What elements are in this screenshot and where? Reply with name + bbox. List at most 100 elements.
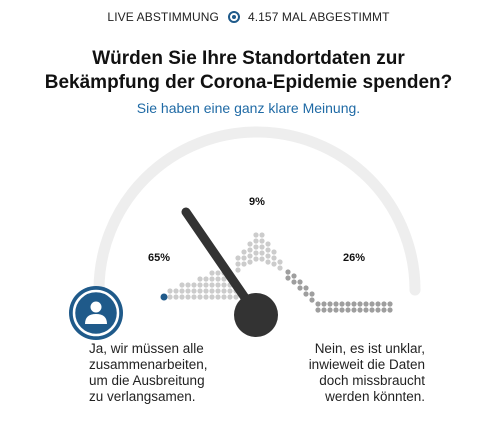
- vote-dot: [259, 250, 265, 256]
- vote-dot: [259, 256, 265, 262]
- selected-answer-dot: [160, 293, 168, 301]
- option-no-percent: 26%: [343, 252, 365, 264]
- option-no-line: inwieweit die Daten: [308, 357, 425, 372]
- vote-dot: [357, 301, 363, 307]
- gauge-needle: [181, 207, 257, 313]
- vote-dot: [235, 255, 241, 261]
- vote-dots: [167, 232, 393, 313]
- vote-dot: [303, 285, 309, 291]
- vote-dot: [291, 273, 297, 279]
- option-no-line: werden könnten.: [325, 389, 425, 404]
- vote-dot: [221, 294, 227, 300]
- option-yes-percent: 65%: [148, 252, 170, 264]
- vote-dot: [277, 265, 283, 271]
- vote-dot: [227, 288, 233, 294]
- vote-dot: [321, 307, 327, 313]
- vote-dot: [303, 291, 309, 297]
- vote-dot: [185, 294, 191, 300]
- vote-dot: [215, 288, 221, 294]
- vote-dot: [235, 261, 241, 267]
- vote-dot: [203, 294, 209, 300]
- vote-dot: [197, 294, 203, 300]
- vote-dot: [215, 276, 221, 282]
- vote-dot: [259, 244, 265, 250]
- vote-dot: [351, 301, 357, 307]
- gauge-arc: [93, 126, 421, 296]
- option-no-text: Nein, es ist unklar, inwieweit die Daten…: [270, 341, 425, 405]
- vote-dot: [179, 288, 185, 294]
- vote-dot: [185, 282, 191, 288]
- vote-dot: [241, 249, 247, 255]
- vote-dot: [197, 282, 203, 288]
- user-icon: [85, 301, 107, 324]
- vote-dot: [221, 288, 227, 294]
- question-line-2: Bekämpfung der Corona-Epidemie spenden?: [44, 72, 453, 93]
- option-yes-line: zusammenarbeiten,: [89, 357, 208, 372]
- vote-dot: [209, 294, 215, 300]
- vote-dot: [363, 301, 369, 307]
- vote-dot: [247, 253, 253, 259]
- vote-dot: [191, 282, 197, 288]
- vote-dot: [315, 301, 321, 307]
- vote-dot: [173, 294, 179, 300]
- option-yes-text: Ja, wir müssen alle zusammenarbeiten, um…: [89, 341, 208, 405]
- vote-dot: [327, 301, 333, 307]
- vote-dot: [167, 288, 173, 294]
- vote-dot: [291, 279, 297, 285]
- vote-dot: [253, 238, 259, 244]
- vote-dot: [271, 255, 277, 261]
- option-yes-line: um die Ausbreitung: [89, 373, 205, 388]
- vote-dot: [209, 276, 215, 282]
- vote-dot: [271, 249, 277, 255]
- vote-dot: [173, 288, 179, 294]
- vote-count: 4.157 MAL ABGESTIMMT: [247, 10, 390, 24]
- vote-dot: [191, 288, 197, 294]
- option-no-line: Nein, es ist unklar,: [314, 341, 425, 356]
- vote-dot: [333, 307, 339, 313]
- radio-dot-icon: [227, 11, 240, 23]
- vote-dot: [253, 256, 259, 262]
- vote-dot: [369, 307, 375, 313]
- vote-dot: [327, 307, 333, 313]
- vote-dot: [247, 259, 253, 265]
- vote-dot: [297, 285, 303, 291]
- vote-dot: [241, 255, 247, 261]
- live-label: LIVE ABSTIMMUNG: [107, 10, 219, 24]
- gauge-hub: [234, 293, 278, 337]
- user-avatar-button[interactable]: [69, 286, 123, 340]
- vote-dot: [345, 301, 351, 307]
- vote-dot: [375, 301, 381, 307]
- vote-dot: [221, 282, 227, 288]
- vote-dot: [221, 276, 227, 282]
- vote-dot: [191, 294, 197, 300]
- vote-dot: [351, 307, 357, 313]
- vote-dot: [265, 253, 271, 259]
- option-no-line: doch missbraucht: [319, 373, 425, 388]
- vote-dot: [369, 301, 375, 307]
- vote-dot: [277, 259, 283, 265]
- vote-dot: [259, 232, 265, 238]
- vote-dot: [253, 244, 259, 250]
- vote-dot: [215, 282, 221, 288]
- vote-dot: [179, 294, 185, 300]
- vote-dot: [339, 301, 345, 307]
- vote-dot: [167, 294, 173, 300]
- vote-dot: [203, 282, 209, 288]
- vote-dot: [185, 288, 191, 294]
- vote-dot: [265, 247, 271, 253]
- vote-dot: [345, 307, 351, 313]
- option-unclear-percent: 9%: [249, 196, 265, 208]
- vote-dot: [241, 261, 247, 267]
- vote-dot: [375, 307, 381, 313]
- vote-dot: [227, 294, 233, 300]
- vote-dot: [333, 301, 339, 307]
- vote-dot: [339, 307, 345, 313]
- poll-subtitle: Sie haben eine ganz klare Meinung.: [136, 100, 361, 116]
- vote-dot: [197, 276, 203, 282]
- vote-dot: [203, 288, 209, 294]
- vote-dot: [357, 307, 363, 313]
- vote-dot: [381, 301, 387, 307]
- vote-dot: [309, 291, 315, 297]
- vote-dot: [179, 282, 185, 288]
